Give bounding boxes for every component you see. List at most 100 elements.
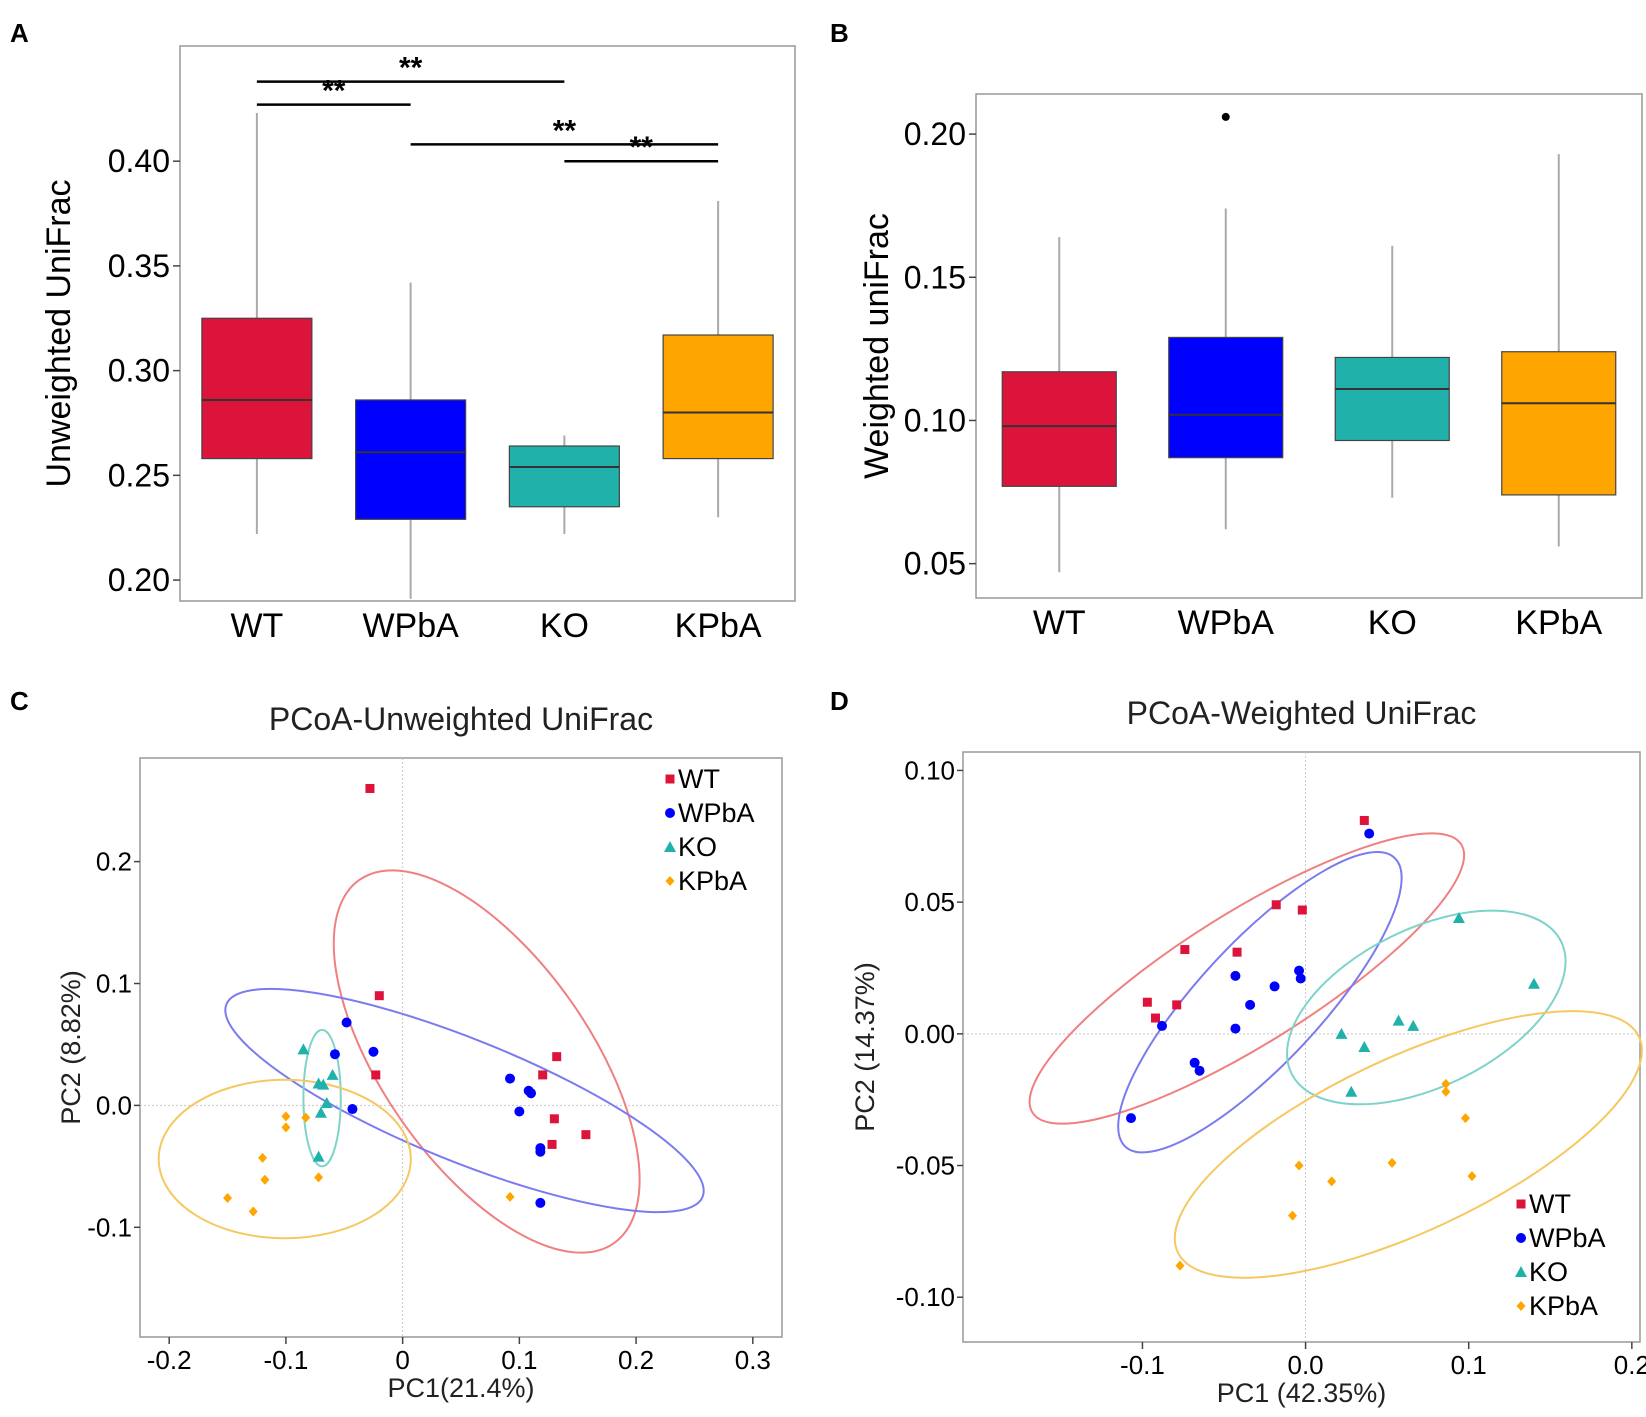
c-legend-label-ko: KO — [678, 832, 717, 862]
b-x-tick-wt: WT — [1033, 604, 1086, 642]
c-point-wpba-3 — [347, 1104, 358, 1115]
a-box-wpba — [355, 399, 467, 520]
panel-letter-b: B — [830, 18, 849, 48]
panel-a-boxplot: WT WPbA KO KPbA 0.20 0.25 0.30 0.35 0.40 Unweight… — [40, 45, 796, 645]
d-point-wpba-0 — [1230, 970, 1241, 981]
d-point-wt-1 — [1142, 997, 1152, 1007]
c-plot-frame — [139, 757, 783, 1338]
b-box-wt — [1001, 371, 1117, 487]
c-legend-label-wpba: WPbA — [678, 798, 755, 828]
d-point-ko-2 — [1392, 1014, 1405, 1026]
a-significance-label-1: ** — [322, 75, 346, 108]
c-legend-marker-ko — [664, 841, 676, 852]
b-y-tick: 0.05 — [904, 546, 966, 582]
d-point-ko-6 — [1345, 1085, 1358, 1097]
c-ellipse-ko — [302, 1028, 342, 1168]
c-legend-marker-kpba — [665, 876, 675, 886]
d-point-wpba-4 — [1294, 965, 1305, 976]
b-box-wpba — [1168, 336, 1284, 459]
d-point-wpba-6 — [1157, 1020, 1168, 1031]
c-point-ko-6 — [312, 1150, 325, 1162]
c-point-wpba-9 — [535, 1146, 546, 1157]
c-point-wpba-2 — [368, 1046, 379, 1057]
panel-c-pcoa: -0.2 -0.1 0 0.1 0.2 0.3 -0.1 0.0 0.1 0.2 PCoA-Unwe… — [56, 701, 783, 1403]
c-y-tick: -0.1 — [87, 1212, 132, 1242]
c-point-ko-1 — [326, 1068, 339, 1080]
a-significance-label-2: ** — [553, 114, 577, 147]
c-ellipse-kpba — [157, 1078, 412, 1240]
c-point-wt-5 — [549, 1114, 559, 1124]
d-x-tick: -0.1 — [1120, 1350, 1165, 1380]
b-y-axis-label: Weighted uniFrac — [858, 213, 896, 479]
c-x-tick: -0.2 — [147, 1345, 192, 1375]
d-x-tick: 0.2 — [1614, 1350, 1646, 1380]
a-y-tick: 0.35 — [108, 248, 170, 284]
d-point-kpba-4 — [1387, 1157, 1397, 1168]
c-point-wt-4 — [538, 1070, 548, 1080]
d-point-wt-3 — [1172, 1000, 1182, 1010]
c-y-tick: 0.1 — [96, 969, 132, 999]
c-point-ko-3 — [312, 1077, 325, 1089]
d-y-tick: -0.05 — [896, 1151, 955, 1181]
c-x-axis-label: PC1(21.4%) — [387, 1373, 534, 1403]
c-x-tick: 0.1 — [501, 1345, 537, 1375]
c-point-ko-5 — [314, 1106, 327, 1118]
d-point-kpba-3 — [1467, 1171, 1477, 1182]
c-ellipse-wt — [332, 869, 641, 1254]
c-point-wpba-6 — [526, 1088, 537, 1099]
d-point-wt-6 — [1297, 905, 1307, 915]
c-point-kpba-5 — [223, 1193, 233, 1204]
c-x-tick: 0 — [395, 1345, 409, 1375]
a-x-tick-wt: WT — [230, 607, 283, 645]
a-box-ko — [508, 445, 620, 508]
panel-letter-c: C — [10, 686, 29, 716]
d-point-ko-4 — [1335, 1027, 1348, 1039]
d-legend-label-kpba: KPbA — [1529, 1291, 1598, 1321]
d-point-wpba-10 — [1364, 828, 1375, 839]
d-y-tick: 0.05 — [904, 887, 955, 917]
d-legend-marker-wpba — [1516, 1233, 1526, 1243]
c-point-wt-3 — [552, 1052, 562, 1062]
d-y-tick: 0.10 — [904, 755, 955, 785]
d-point-kpba-0 — [1441, 1078, 1451, 1089]
b-y-tick: 0.20 — [904, 116, 966, 152]
d-legend-label-ko: KO — [1529, 1257, 1568, 1287]
c-legend-marker-wt — [665, 774, 675, 784]
c-point-kpba-0 — [281, 1111, 291, 1122]
c-point-wt-6 — [547, 1139, 557, 1149]
d-point-kpba-2 — [1460, 1113, 1470, 1124]
d-ellipse-wpba — [1117, 851, 1403, 1154]
panel-b-boxplot: WT WPbA KO KPbA 0.05 0.10 0.15 0.20 Weighted uni… — [858, 93, 1643, 642]
c-point-wt-7 — [581, 1130, 591, 1140]
d-point-wt-2 — [1150, 1013, 1160, 1023]
panel-letter-a: A — [10, 18, 29, 48]
d-legend-label-wpba: WPbA — [1529, 1223, 1606, 1253]
b-box-ko — [1334, 356, 1450, 442]
a-y-axis-label: Unweighted UniFrac — [40, 179, 78, 487]
d-point-wpba-1 — [1269, 981, 1280, 992]
c-point-kpba-7 — [314, 1172, 324, 1183]
b-y-tick: 0.15 — [904, 259, 966, 295]
d-x-tick: 0.0 — [1288, 1350, 1324, 1380]
d-point-ko-1 — [1527, 977, 1540, 989]
c-point-wpba-4 — [505, 1073, 516, 1084]
c-y-tick: 0.2 — [96, 847, 132, 877]
c-point-kpba-2 — [301, 1112, 311, 1123]
d-plot-frame — [962, 751, 1641, 1343]
c-ellipse-wpba — [224, 987, 705, 1214]
c-point-wpba-7 — [514, 1106, 525, 1117]
d-legend-label-wt: WT — [1529, 1189, 1571, 1219]
a-significance-label-0: ** — [399, 52, 423, 85]
d-point-wpba-2 — [1245, 999, 1256, 1010]
d-point-kpba-8 — [1175, 1260, 1185, 1271]
d-point-ko-5 — [1358, 1041, 1371, 1052]
c-point-kpba-1 — [281, 1122, 291, 1133]
d-point-wt-5 — [1271, 900, 1281, 910]
d-x-axis-label: PC1 (42.35%) — [1217, 1378, 1387, 1408]
d-legend-marker-kpba — [1516, 1301, 1526, 1311]
c-point-ko-4 — [320, 1096, 333, 1108]
a-y-tick: 0.20 — [108, 562, 170, 598]
a-y-tick: 0.30 — [108, 353, 170, 389]
c-point-kpba-4 — [260, 1174, 270, 1185]
panel-letter-d: D — [830, 686, 849, 716]
